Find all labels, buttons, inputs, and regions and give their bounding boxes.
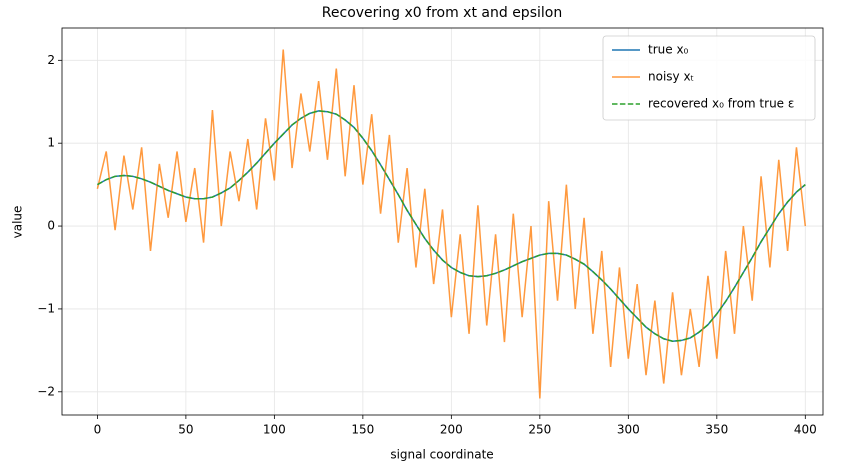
legend-label: recovered x₀ from true ε [648, 97, 794, 111]
x-axis-label: signal coordinate [390, 448, 493, 462]
x-tick-label: 50 [178, 423, 193, 437]
y-tick-label: 0 [47, 219, 55, 233]
y-tick-label: −2 [37, 384, 55, 398]
y-tick-label: 1 [47, 136, 55, 150]
y-axis-label: value [11, 206, 25, 239]
x-tick-label: 350 [705, 423, 728, 437]
x-tick-label: 400 [794, 423, 817, 437]
legend-box [602, 35, 816, 121]
x-tick-label: 300 [617, 423, 640, 437]
legend-label: true x₀ [648, 43, 689, 57]
x-tick-label: 250 [528, 423, 551, 437]
y-tick-label: −1 [37, 301, 55, 315]
legend-label: noisy xₜ [648, 70, 694, 84]
series-line [96, 49, 807, 399]
chart-title: Recovering x0 from xt and epsilon [322, 5, 562, 21]
series-line [97, 110, 806, 343]
x-tick-label: 200 [440, 423, 463, 437]
plot-frame [61, 27, 824, 416]
x-tick-label: 100 [263, 423, 286, 437]
x-tick-label: 0 [94, 423, 102, 437]
y-tick-label: 2 [47, 53, 55, 67]
x-tick-label: 150 [351, 423, 374, 437]
